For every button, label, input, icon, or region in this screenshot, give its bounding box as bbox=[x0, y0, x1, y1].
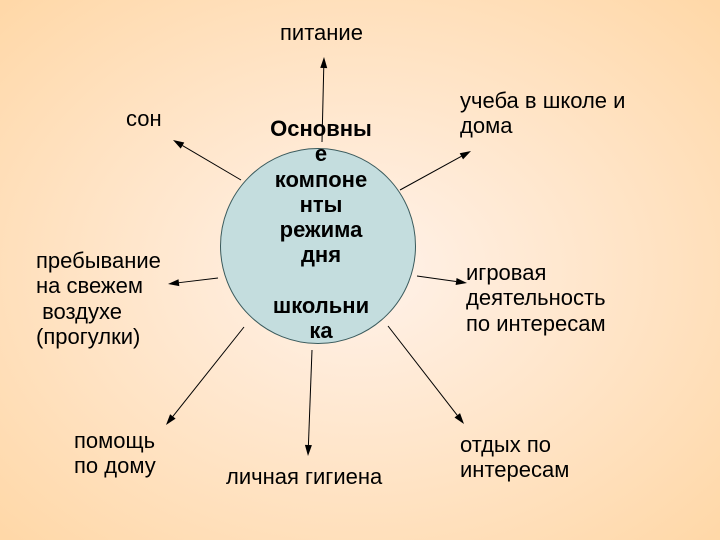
label-hygiene: личная гигиена bbox=[226, 464, 382, 489]
label-housework: помощь по дому bbox=[74, 428, 156, 479]
label-play: игровая деятельность по интересам bbox=[466, 260, 606, 336]
diagram-stage: Основны е компоне нты режима дня школьни… bbox=[0, 0, 720, 540]
center-title: Основны е компоне нты режима дня школьни… bbox=[266, 116, 376, 344]
label-outdoor: пребывание на свежем воздухе (прогулки) bbox=[36, 248, 161, 349]
label-nutrition: питание bbox=[280, 20, 363, 45]
label-leisure: отдых по интересам bbox=[460, 432, 569, 483]
label-study: учеба в школе и дома bbox=[460, 88, 625, 139]
label-sleep: сон bbox=[126, 106, 162, 131]
